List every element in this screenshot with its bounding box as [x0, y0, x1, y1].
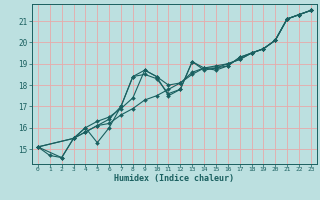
X-axis label: Humidex (Indice chaleur): Humidex (Indice chaleur)	[115, 174, 234, 183]
